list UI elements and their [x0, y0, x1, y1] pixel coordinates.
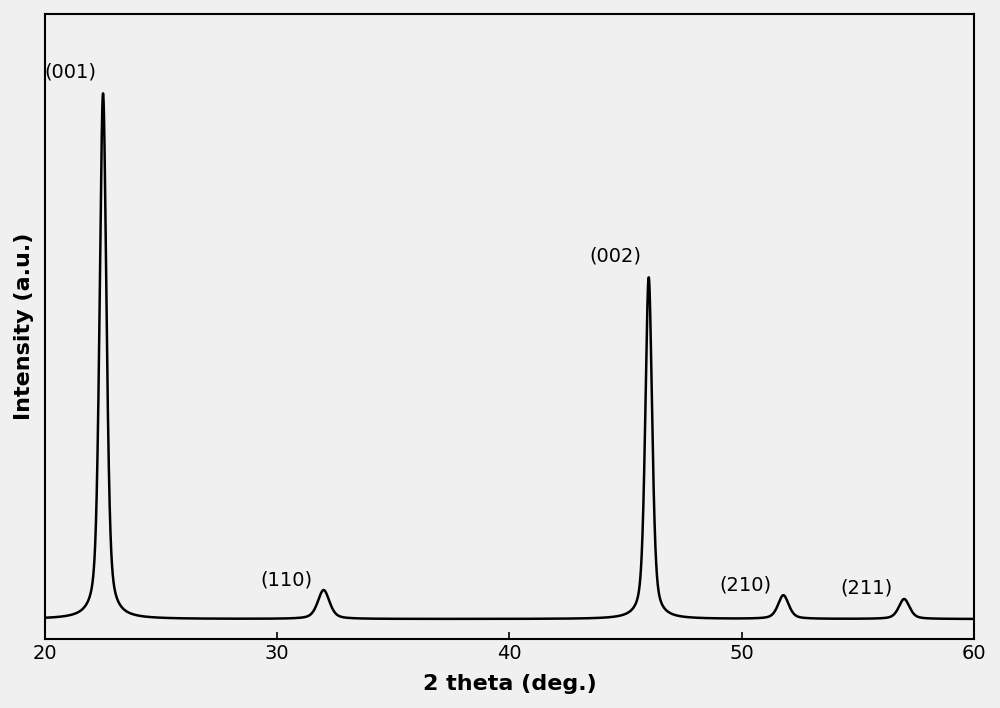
- Text: (001): (001): [44, 63, 96, 81]
- Text: (210): (210): [720, 576, 772, 594]
- Text: (002): (002): [590, 246, 642, 266]
- Text: (110): (110): [260, 570, 312, 589]
- Text: (211): (211): [840, 579, 893, 598]
- X-axis label: 2 theta (deg.): 2 theta (deg.): [423, 674, 596, 694]
- Y-axis label: Intensity (a.u.): Intensity (a.u.): [14, 233, 34, 421]
